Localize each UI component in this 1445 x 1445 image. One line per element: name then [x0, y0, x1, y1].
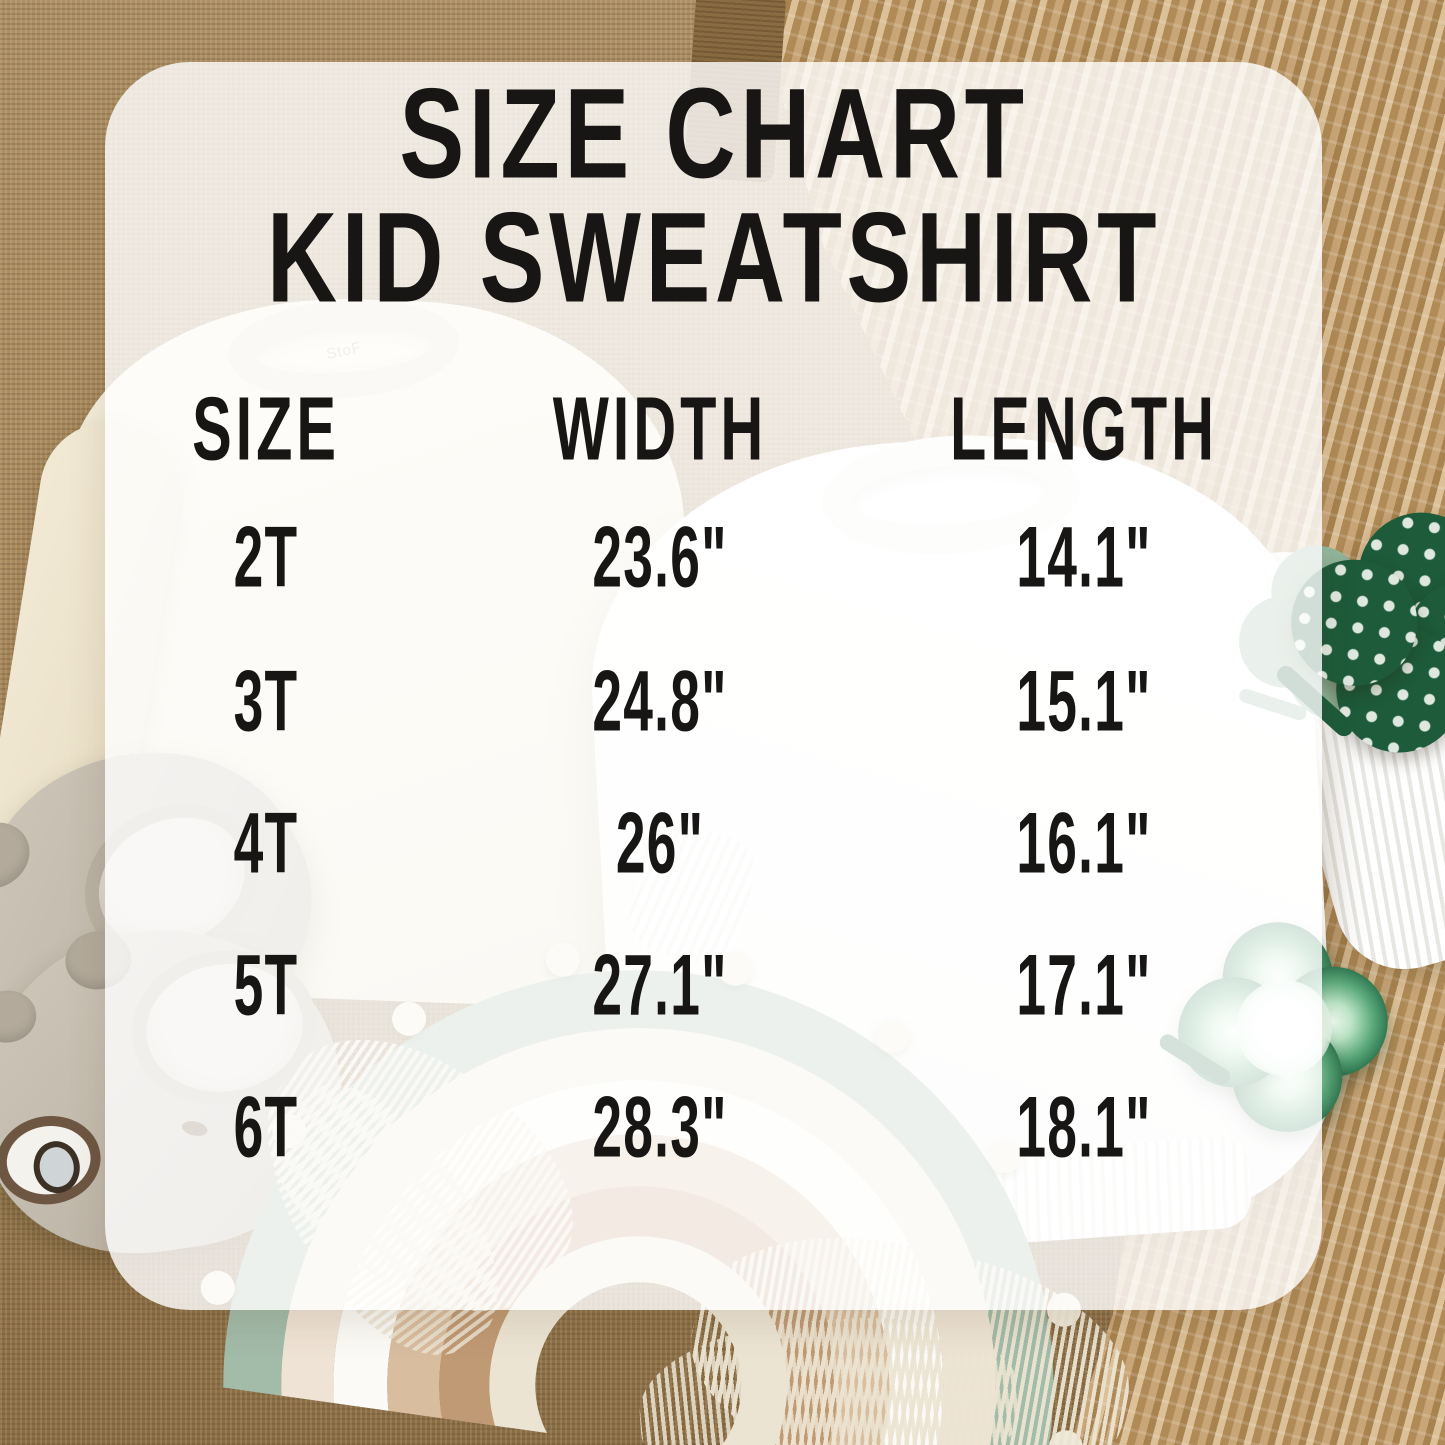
column-header-length: LENGTH [950, 379, 1218, 480]
size-cell: 4T [233, 795, 299, 892]
size-cell: 5T [233, 937, 299, 1034]
size-cell: 6T [233, 1079, 299, 1176]
length-cell: 17.1" [1016, 937, 1152, 1034]
width-cell: 24.8" [592, 653, 728, 750]
length-cell: 15.1" [1016, 653, 1152, 750]
size-chart-panel [105, 62, 1322, 1310]
column-header-size: SIZE [192, 379, 340, 480]
column-header-width: WIDTH [552, 379, 768, 480]
size-cell: 3T [233, 653, 299, 750]
length-cell: 14.1" [1016, 509, 1152, 606]
chart-title-line2: KID SWEATSHIRT [266, 186, 1162, 330]
length-cell: 16.1" [1016, 795, 1152, 892]
length-cell: 18.1" [1016, 1079, 1152, 1176]
width-cell: 23.6" [592, 509, 728, 606]
width-cell: 27.1" [592, 937, 728, 1034]
chart-title-line1: SIZE CHART [399, 62, 1029, 206]
size-cell: 2T [233, 509, 299, 606]
width-cell: 26" [615, 795, 705, 892]
width-cell: 28.3" [592, 1079, 728, 1176]
